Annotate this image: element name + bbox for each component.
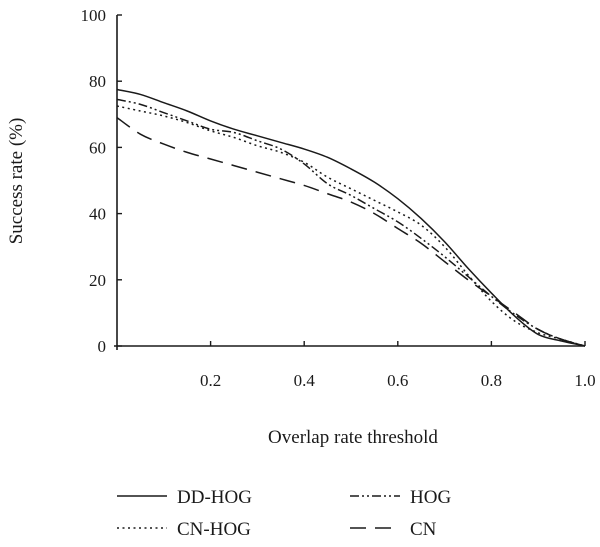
x-tick-label: 0.4 (294, 371, 316, 390)
legend-label-cn-hog: CN-HOG (177, 519, 251, 540)
legend: DD-HOG HOG CN-HOG CN (117, 487, 451, 540)
legend-label-dd-hog: DD-HOG (177, 487, 252, 508)
series-lines (116, 88, 586, 347)
axes: 0 20 40 60 80 100 0.2 0.4 0.6 0.8 1.0 (81, 6, 596, 390)
y-tick-label: 60 (89, 138, 106, 157)
legend-label-cn: CN (410, 519, 437, 540)
x-tick-label: 0.6 (387, 371, 408, 390)
y-tick-label: 100 (81, 6, 107, 25)
y-axis-title: Success rate (%) (6, 118, 27, 245)
series-line-cn (116, 116, 586, 347)
series-line-hog (116, 98, 586, 347)
x-tick-label: 1.0 (574, 371, 595, 390)
y-tick-label: 80 (89, 72, 106, 91)
series-line-dd-hog (116, 88, 586, 347)
y-tick-label: 40 (89, 205, 106, 224)
series-line-cn-hog (116, 105, 586, 347)
x-tick-label: 0.2 (200, 371, 221, 390)
legend-label-hog: HOG (410, 487, 451, 508)
x-tick-label: 0.8 (481, 371, 502, 390)
y-tick-label: 0 (98, 337, 107, 356)
x-axis-title: Overlap rate threshold (268, 427, 438, 448)
y-tick-label: 20 (89, 271, 106, 290)
plot-area (114, 15, 585, 350)
